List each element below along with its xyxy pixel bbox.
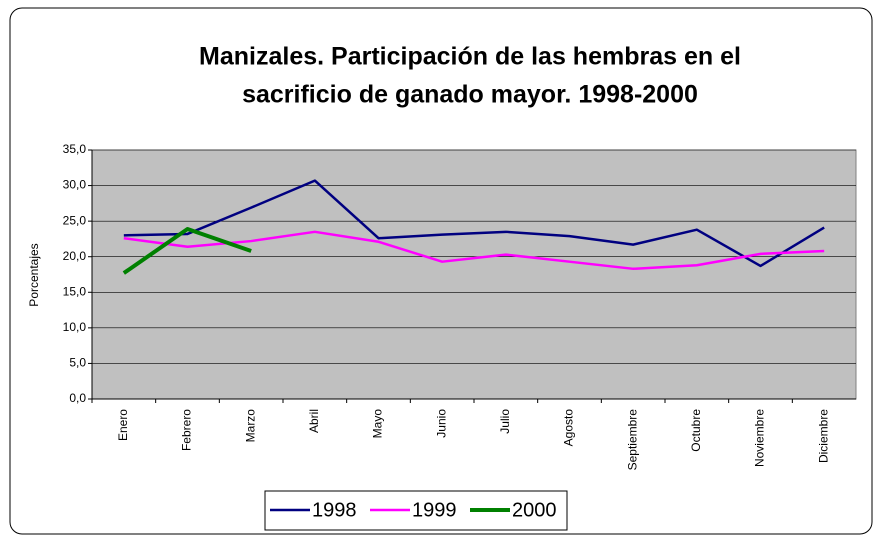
y-tick-label: 15,0 <box>63 284 87 298</box>
series-line <box>122 226 252 275</box>
y-tick-label: 35,0 <box>63 142 87 156</box>
y-tick-label: 5,0 <box>69 356 86 370</box>
y-tick-label: 20,0 <box>63 249 87 263</box>
x-tick-label: Mayo <box>371 409 385 439</box>
legend-label: 1998 <box>312 499 357 521</box>
chart-title: sacrificio de ganado mayor. 1998-2000 <box>242 81 698 109</box>
x-tick-label: Enero <box>116 409 130 441</box>
x-tick-label: Agosto <box>562 409 576 447</box>
x-tick-label: Abril <box>307 409 321 433</box>
chart-title: Manizales. Participación de las hembras … <box>199 43 741 71</box>
x-tick-label: Octubre <box>689 409 703 452</box>
y-axis-label: Porcentajes <box>27 243 41 306</box>
legend-box <box>264 490 568 531</box>
legend-label: 1999 <box>412 499 457 521</box>
x-tick-label: Junio <box>434 409 448 438</box>
y-tick-label: 25,0 <box>63 213 87 227</box>
x-tick-label: Noviembre <box>753 409 767 467</box>
y-tick-label: 0,0 <box>69 391 86 405</box>
plot-area <box>91 149 857 400</box>
x-tick-label: Diciembre <box>816 409 830 463</box>
series-line <box>123 230 825 271</box>
y-tick-label: 10,0 <box>63 320 87 334</box>
x-tick-label: Febrero <box>180 409 194 451</box>
series-line <box>123 179 825 268</box>
x-tick-label: Septiembre <box>625 409 639 471</box>
legend-label: 2000 <box>512 499 557 521</box>
x-tick-label: Julio <box>498 409 512 434</box>
y-tick-label: 30,0 <box>63 178 87 192</box>
x-tick-label: Marzo <box>243 409 257 443</box>
